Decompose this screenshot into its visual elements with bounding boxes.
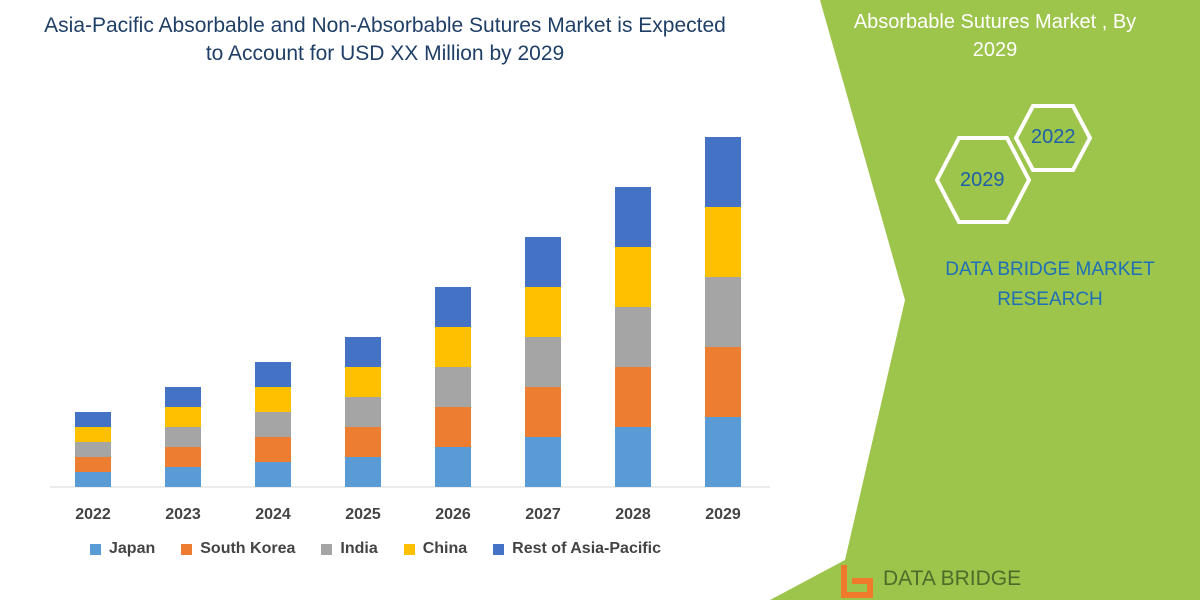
- bar-segment-2026-india: [435, 367, 471, 407]
- bar-segment-2024-china: [255, 387, 291, 412]
- brand-name: DATA BRIDGE MARKET RESEARCH: [945, 259, 1155, 310]
- bar-segment-2028-japan: [615, 427, 651, 487]
- bar-segment-2028-china: [615, 247, 651, 307]
- legend-swatch: [90, 543, 101, 555]
- bar-segment-2029-rest-of-asia-pacific: [705, 137, 741, 207]
- bar-segment-2027-india: [525, 337, 561, 387]
- side-panel-heading: Absorbable Sutures Market , By 2029: [853, 11, 1137, 61]
- bar-segment-2026-japan: [435, 447, 471, 487]
- legend-label: Rest of Asia-Pacific: [512, 540, 661, 557]
- legend-item: South Korea: [181, 540, 295, 558]
- x-tick-label: 2028: [615, 506, 651, 523]
- bar-segment-2029-japan: [705, 417, 741, 487]
- bar-segment-2025-india: [345, 397, 381, 427]
- bar-segment-2024-south-korea: [255, 437, 291, 462]
- bar-segment-2023-rest-of-asia-pacific: [165, 387, 201, 407]
- x-tick-label: 2027: [525, 506, 561, 523]
- legend-item: Japan: [90, 540, 155, 558]
- bar-segment-2028-south-korea: [615, 367, 651, 427]
- x-tick-label: 2026: [435, 506, 471, 523]
- bar-segment-2029-south-korea: [705, 347, 741, 417]
- bar-segment-2025-japan: [345, 457, 381, 487]
- bar-segment-2022-china: [75, 427, 111, 442]
- bar-segment-2028-india: [615, 307, 651, 367]
- bar-segment-2023-japan: [165, 467, 201, 487]
- bar-segment-2025-rest-of-asia-pacific: [345, 337, 381, 367]
- x-tick-label: 2025: [345, 506, 381, 523]
- bar-segment-2023-china: [165, 407, 201, 427]
- bar-segment-2026-rest-of-asia-pacific: [435, 287, 471, 327]
- bar-segment-2023-south-korea: [165, 447, 201, 467]
- bar-segment-2024-japan: [255, 462, 291, 487]
- x-tick-label: 2023: [165, 506, 201, 523]
- legend-swatch: [181, 543, 193, 555]
- stacked-bar-chart: 2022 2023 2024 2025 2026 2027 2028 2029: [50, 137, 770, 523]
- legend-swatch: [321, 543, 333, 555]
- bar-segment-2022-india: [75, 442, 111, 457]
- x-tick-label: 2029: [705, 506, 741, 523]
- green-panel-shape: [770, 0, 1200, 600]
- bar-segment-2027-japan: [525, 437, 561, 487]
- bar-segment-2022-japan: [75, 472, 111, 487]
- legend-label: Japan: [109, 540, 156, 557]
- legend-swatch: [403, 543, 415, 555]
- bar-segment-2025-south-korea: [345, 427, 381, 457]
- bar-segment-2026-china: [435, 327, 471, 367]
- bar-segment-2028-rest-of-asia-pacific: [615, 187, 651, 247]
- data-bridge-logo-icon: [841, 565, 873, 598]
- x-tick-label: 2022: [75, 506, 111, 523]
- legend-item: India: [321, 540, 378, 558]
- legend: Japan South Korea India China Rest of Asia-P…: [90, 540, 687, 558]
- bar-segment-2022-rest-of-asia-pacific: [75, 412, 111, 427]
- bar-segment-2025-china: [345, 367, 381, 397]
- bar-segment-2023-india: [165, 427, 201, 447]
- bar-segment-2027-rest-of-asia-pacific: [525, 237, 561, 287]
- legend-label: India: [340, 540, 378, 557]
- legend-item: China: [403, 540, 468, 558]
- bar-segment-2027-south-korea: [525, 387, 561, 437]
- hex-label-2029: 2029: [960, 169, 1005, 191]
- bar-segment-2024-india: [255, 412, 291, 437]
- chart-title: Asia-Pacific Absorbable and Non-Absorbab…: [44, 14, 726, 65]
- hex-label-2022: 2022: [1031, 126, 1076, 148]
- bar-segment-2022-south-korea: [75, 457, 111, 472]
- legend-label: South Korea: [200, 540, 296, 557]
- bar-segment-2029-china: [705, 207, 741, 277]
- bar-segment-2026-south-korea: [435, 407, 471, 447]
- bar-segment-2024-rest-of-asia-pacific: [255, 362, 291, 387]
- legend-item: Rest of Asia-Pacific: [493, 540, 661, 558]
- logo-text: DATA BRIDGE: [883, 567, 1022, 590]
- bar-segment-2027-china: [525, 287, 561, 337]
- bar-segment-2029-india: [705, 277, 741, 347]
- x-tick-label: 2024: [255, 506, 291, 523]
- legend-label: China: [422, 540, 468, 557]
- hexagon-2022-icon: [1013, 104, 1093, 172]
- legend-swatch: [493, 543, 505, 555]
- hexagon-2029-icon: [935, 136, 1031, 224]
